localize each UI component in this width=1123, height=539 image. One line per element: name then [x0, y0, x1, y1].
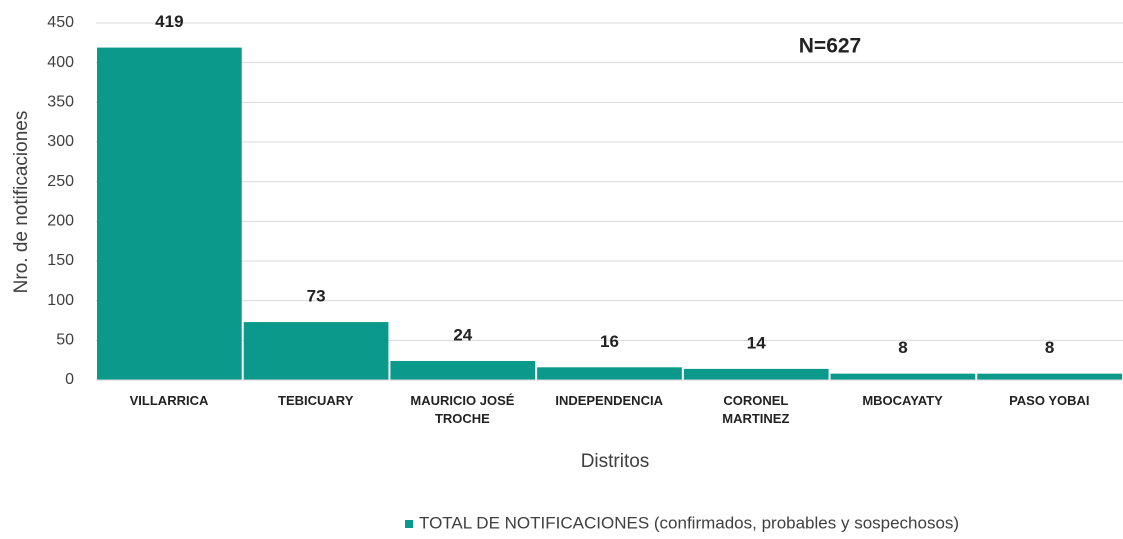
y-tick-label: 250: [47, 173, 74, 190]
data-label: 24: [453, 325, 472, 344]
x-axis-title: Distritos: [581, 451, 650, 472]
x-tick-label: PASO YOBAI: [1009, 393, 1090, 408]
bar: [683, 368, 829, 380]
data-label: 8: [898, 338, 907, 357]
bar: [977, 373, 1122, 380]
annotation: N=627: [799, 35, 861, 58]
x-tick-label: MAURICIO JOSÉ TROCHE: [410, 393, 515, 426]
bar: [830, 373, 976, 380]
x-tick-label: CORONEL MARTINEZ: [722, 393, 790, 426]
data-label: 14: [747, 333, 766, 352]
bar: [537, 367, 682, 380]
data-label: 8: [1045, 338, 1054, 357]
y-tick-label: 350: [47, 94, 74, 111]
x-tick-label: MBOCAYATY: [862, 393, 943, 408]
y-tick-label: 300: [47, 133, 74, 150]
x-tick-label: VILLARRICA: [129, 393, 209, 408]
bar: [97, 47, 242, 381]
y-tick-label: 0: [65, 371, 74, 388]
legend-swatch: [405, 520, 413, 528]
y-axis-title: Nro. de notificaciones: [11, 111, 32, 294]
data-label: 419: [155, 12, 183, 31]
y-tick-label: 50: [56, 332, 74, 349]
data-label: 16: [600, 332, 619, 351]
bar: [390, 360, 536, 380]
y-tick-label: 450: [47, 14, 74, 31]
y-tick-label: 150: [47, 252, 74, 269]
x-tick-label: INDEPENDENCIA: [555, 393, 663, 408]
x-tick-label: TEBICUARY: [278, 393, 354, 408]
legend-label: TOTAL DE NOTIFICACIONES (confirmados, pr…: [419, 513, 959, 532]
y-tick-label: 200: [47, 213, 74, 230]
bar: [243, 322, 389, 380]
y-tick-label: 100: [47, 292, 74, 309]
y-tick-label: 400: [47, 54, 74, 71]
data-label: 73: [307, 287, 326, 306]
